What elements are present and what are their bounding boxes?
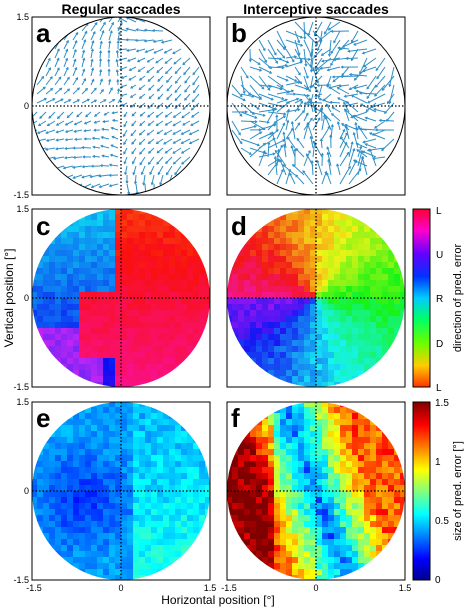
colorbar-size-tick-2: 0.5 xyxy=(435,516,449,527)
colorbar-direction-label: direction of pred. error xyxy=(452,244,464,353)
tick-bottom-right-min: -1.5 xyxy=(221,583,237,593)
quiver-panel-a xyxy=(32,17,200,195)
tick-a-bottom: -1.5 xyxy=(13,190,29,200)
colorbar-direction-tick-0: L xyxy=(436,206,442,217)
panel-label-d: d xyxy=(231,211,247,241)
tick-a-top: 1.5 xyxy=(16,12,29,22)
panel-label-b: b xyxy=(231,18,247,48)
panel-label-f: f xyxy=(231,403,240,433)
quiver-panel-b xyxy=(231,21,395,185)
tick-c-bottom: -1.5 xyxy=(13,382,29,392)
panel-label-e: e xyxy=(36,403,50,433)
colorbar-direction-tick-2: R xyxy=(436,294,443,305)
heatmap-panel-c xyxy=(32,209,210,387)
colorbar-size-tick-0: 1.5 xyxy=(435,398,449,409)
tick-bottom-left-min: -1.5 xyxy=(26,583,42,593)
crosshairs xyxy=(32,17,405,580)
column-title-regular: Regular saccades xyxy=(61,1,180,17)
tick-e-top: 1.5 xyxy=(16,397,29,407)
colorbar-size-label: size of pred. error [°] xyxy=(452,441,464,541)
colorbar-size-tick-1: 1 xyxy=(435,457,441,468)
tick-bottom-right-max: 1.5 xyxy=(399,583,412,593)
tick-bottom-right-zero: 0 xyxy=(313,583,318,593)
heatmap-panel-d xyxy=(227,209,405,387)
colorbar-size-tick-3: 0 xyxy=(435,575,441,586)
colorbar-direction-tick-1: U xyxy=(436,250,443,261)
colorbar-size xyxy=(412,401,431,581)
tick-e-bottom: -1.5 xyxy=(13,575,29,585)
x-axis-label: Horizontal position [°] xyxy=(161,593,275,607)
colorbar-direction-tick-4: L xyxy=(436,383,442,394)
column-title-interceptive: Interceptive saccades xyxy=(243,1,389,17)
tick-e-mid: 0 xyxy=(24,486,29,496)
heatmap-panel-f xyxy=(227,402,405,580)
tick-c-mid: 0 xyxy=(24,293,29,303)
tick-c-top: 1.5 xyxy=(16,204,29,214)
panel-label-c: c xyxy=(36,211,50,241)
colorbar-direction-tick-3: D xyxy=(436,339,443,350)
colorbar-direction xyxy=(412,208,431,388)
tick-a-mid: 0 xyxy=(24,101,29,111)
panel-label-a: a xyxy=(36,18,51,48)
y-axis-label: Vertical position [°] xyxy=(2,249,16,348)
tick-bottom-left-max: 1.5 xyxy=(204,583,217,593)
heatmap-panel-e xyxy=(32,402,210,580)
tick-bottom-left-zero: 0 xyxy=(118,583,123,593)
